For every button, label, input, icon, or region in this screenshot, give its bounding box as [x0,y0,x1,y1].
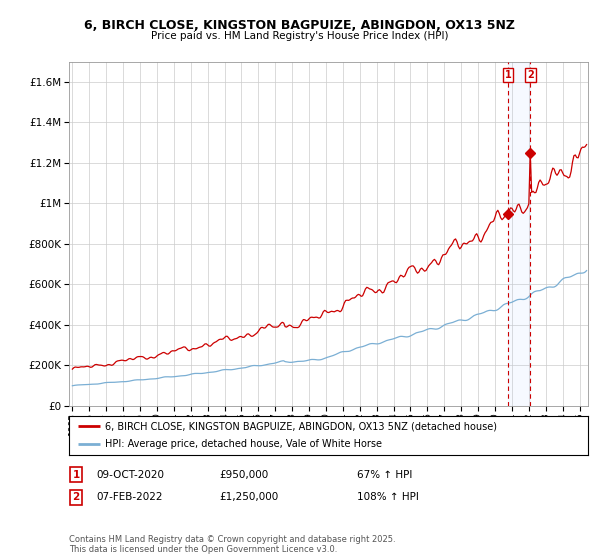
Text: 07-FEB-2022: 07-FEB-2022 [96,492,163,502]
Text: £1,250,000: £1,250,000 [219,492,278,502]
Text: Contains HM Land Registry data © Crown copyright and database right 2025.
This d: Contains HM Land Registry data © Crown c… [69,535,395,554]
Text: 6, BIRCH CLOSE, KINGSTON BAGPUIZE, ABINGDON, OX13 5NZ (detached house): 6, BIRCH CLOSE, KINGSTON BAGPUIZE, ABING… [106,421,497,431]
Text: 1: 1 [73,470,80,480]
Text: £950,000: £950,000 [219,470,268,480]
Text: 1: 1 [505,70,511,80]
Bar [508,62,530,406]
Text: 6, BIRCH CLOSE, KINGSTON BAGPUIZE, ABINGDON, OX13 5NZ: 6, BIRCH CLOSE, KINGSTON BAGPUIZE, ABING… [85,18,515,32]
Text: 2: 2 [73,492,80,502]
Text: 108% ↑ HPI: 108% ↑ HPI [357,492,419,502]
Text: 09-OCT-2020: 09-OCT-2020 [96,470,164,480]
Text: 2: 2 [527,70,534,80]
Text: Price paid vs. HM Land Registry's House Price Index (HPI): Price paid vs. HM Land Registry's House … [151,31,449,41]
Text: HPI: Average price, detached house, Vale of White Horse: HPI: Average price, detached house, Vale… [106,439,382,449]
Text: 67% ↑ HPI: 67% ↑ HPI [357,470,412,480]
